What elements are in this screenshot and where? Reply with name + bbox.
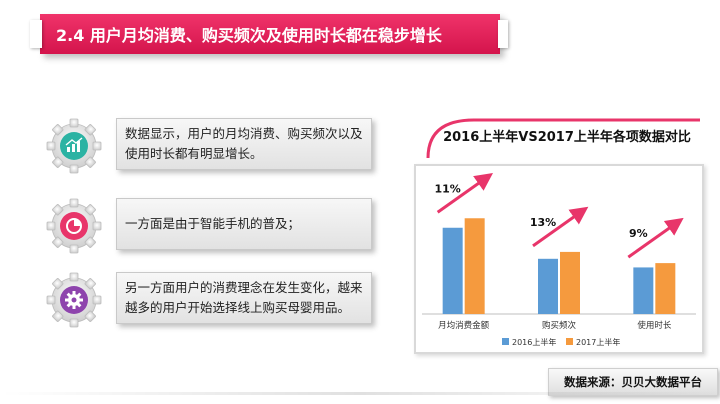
growth-label: 11%	[434, 182, 460, 195]
point-text-box: 数据显示，用户的月均消费、购买频次以及使用时长都有明显增长。	[116, 118, 372, 170]
point-item-1: 数据显示，用户的月均消费、购买频次以及使用时长都有明显增长。	[46, 118, 376, 176]
bar	[655, 263, 676, 314]
bar-chart: 月均消费金额 11% 购买频次 13% 使用时长 9% 2016上半年 2017上半年	[422, 173, 696, 347]
point-text: 数据显示，用户的月均消费、购买频次以及使用时长都有明显增长。	[125, 126, 363, 161]
growth-label: 13%	[530, 216, 556, 229]
category-label: 月均消费金额	[438, 320, 490, 331]
pie-chart-icon	[46, 198, 102, 254]
gear-icon	[46, 272, 102, 328]
title-banner: 2.4 用户月均消费、购买频次及使用时长都在稳步增长	[30, 14, 508, 54]
growth-arrow	[627, 217, 684, 259]
point-item-3: 另一方面用户的消费理念在发生变化，越来越多的用户开始选择线上购买母婴用品。	[46, 272, 376, 330]
category-label: 购买频次	[542, 320, 577, 331]
chart-frame: 月均消费金额 11% 购买频次 13% 使用时长 9% 2016上半年 2017上半年	[414, 164, 704, 354]
chart-title-arc	[426, 118, 700, 159]
legend-label: 2016上半年	[512, 337, 556, 347]
bar-chart-icon	[46, 118, 102, 174]
footer-shadow	[0, 392, 720, 395]
legend-label: 2017上半年	[576, 337, 620, 347]
chart-area: 2016上半年VS2017上半年各项数据对比 月均消费金额 11% 购买频次 13% 使…	[414, 110, 710, 354]
legend-swatch	[502, 338, 509, 345]
bar	[538, 258, 558, 314]
growth-arrow	[436, 173, 494, 214]
category-label: 使用时长	[637, 320, 672, 331]
chart-title: 2016上半年VS2017上半年各项数据对比	[443, 130, 691, 145]
point-text: 一方面是由于智能手机的普及；	[125, 216, 301, 231]
data-source-label: 数据来源：贝贝大数据平台	[548, 368, 718, 396]
bar	[560, 251, 580, 314]
point-text: 另一方面用户的消费理念在发生变化，越来越多的用户开始选择线上购买母婴用品。	[125, 280, 363, 315]
bar	[464, 218, 485, 314]
bar	[633, 267, 654, 314]
point-item-2: 一方面是由于智能手机的普及；	[46, 198, 376, 256]
title-tab-left	[30, 20, 42, 48]
bar	[442, 227, 463, 314]
data-source-text: 数据来源：贝贝大数据平台	[564, 375, 702, 389]
page-title: 2.4 用户月均消费、购买频次及使用时长都在稳步增长	[56, 26, 442, 45]
point-text-box: 一方面是由于智能手机的普及；	[116, 198, 372, 250]
growth-arrow	[532, 206, 589, 248]
title-tab-right	[498, 20, 508, 48]
legend-swatch	[566, 338, 573, 345]
point-text-box: 另一方面用户的消费理念在发生变化，越来越多的用户开始选择线上购买母婴用品。	[116, 272, 372, 324]
growth-label: 9%	[629, 227, 648, 240]
